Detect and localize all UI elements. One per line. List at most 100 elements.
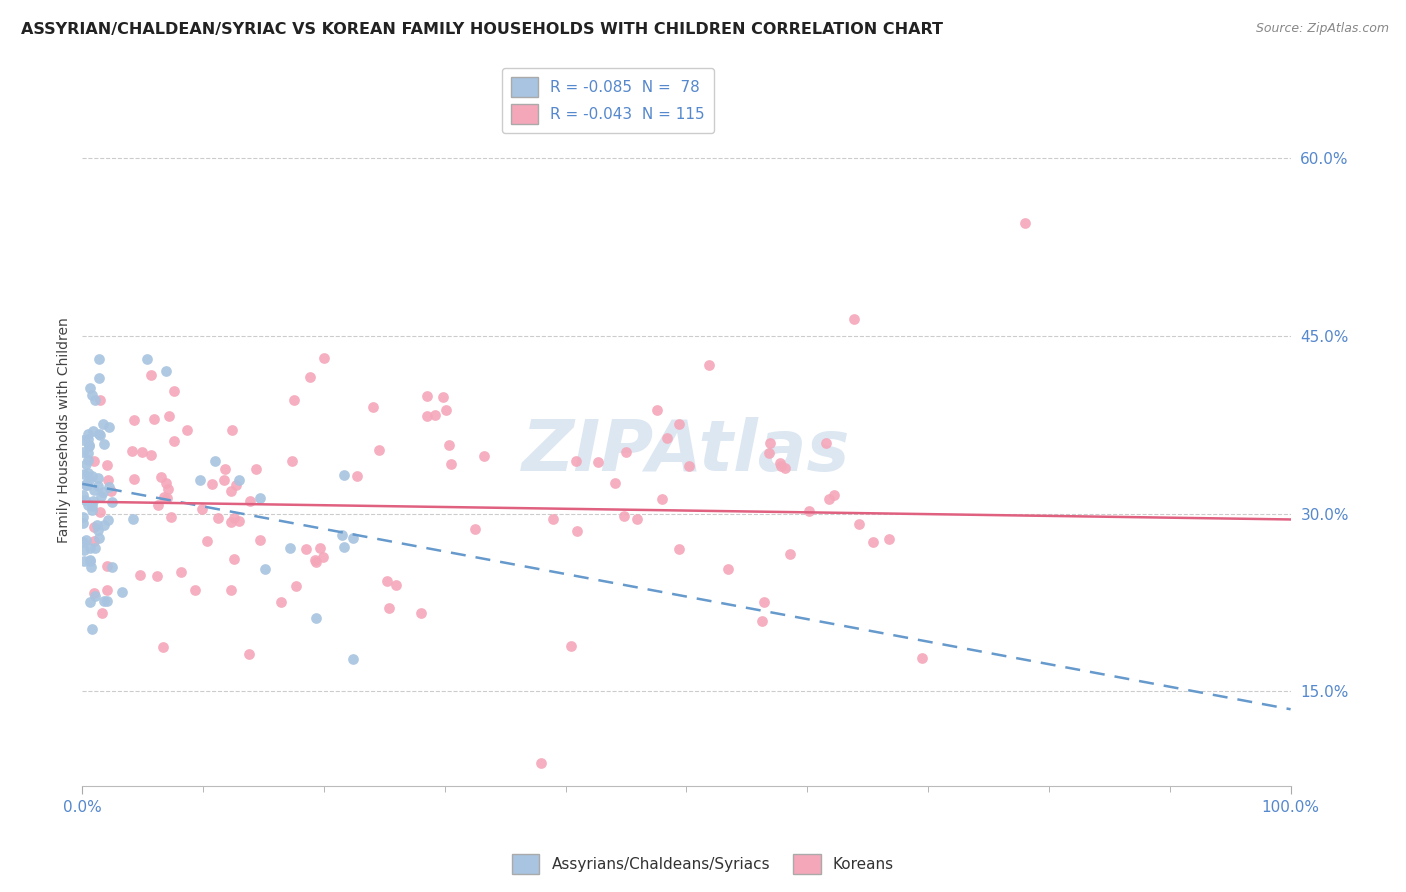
- Point: [156, 491, 179, 505]
- Point: [281, 454, 304, 468]
- Point: [75, 533, 97, 547]
- Point: [82, 493, 104, 508]
- Point: [170, 565, 193, 579]
- Point: [799, 503, 821, 517]
- Point: [73, 554, 96, 568]
- Point: [97, 513, 120, 527]
- Point: [176, 423, 198, 437]
- Point: [249, 533, 271, 547]
- Point: [668, 417, 690, 431]
- Point: [160, 510, 183, 524]
- Point: [86, 471, 108, 485]
- Point: [87, 352, 110, 367]
- Point: [155, 364, 177, 378]
- Point: [76, 466, 98, 480]
- Point: [122, 472, 145, 486]
- Point: [439, 457, 461, 471]
- Point: [139, 448, 162, 462]
- Point: [121, 444, 143, 458]
- Point: [122, 413, 145, 427]
- Point: [96, 559, 118, 574]
- Point: [342, 651, 364, 665]
- Point: [842, 312, 865, 326]
- Point: [224, 552, 246, 566]
- Point: [90, 607, 112, 621]
- Point: [142, 412, 165, 426]
- Point: [368, 442, 391, 457]
- Point: [72, 534, 94, 549]
- Point: [439, 438, 461, 452]
- Point: [83, 454, 105, 468]
- Point: [253, 562, 276, 576]
- Point: [97, 473, 120, 487]
- Point: [79, 541, 101, 555]
- Point: [73, 542, 96, 557]
- Point: [188, 473, 211, 487]
- Point: [613, 508, 636, 523]
- Point: [75, 493, 97, 508]
- Point: [385, 578, 408, 592]
- Point: [82, 424, 104, 438]
- Point: [91, 417, 114, 431]
- Point: [333, 540, 356, 554]
- Point: [91, 484, 114, 499]
- Point: [89, 428, 111, 442]
- Point: [361, 401, 384, 415]
- Point: [98, 420, 121, 434]
- Text: ZIPAtlas: ZIPAtlas: [522, 417, 851, 486]
- Point: [823, 488, 845, 502]
- Point: [565, 454, 588, 468]
- Point: [72, 445, 94, 459]
- Point: [93, 594, 115, 608]
- Point: [333, 468, 356, 483]
- Point: [89, 489, 111, 503]
- Point: [148, 498, 170, 512]
- Point: [79, 381, 101, 395]
- Point: [305, 611, 328, 625]
- Point: [432, 390, 454, 404]
- Point: [83, 533, 105, 548]
- Point: [312, 549, 335, 564]
- Point: [77, 445, 100, 459]
- Point: [96, 582, 118, 597]
- Point: [415, 409, 437, 424]
- Point: [156, 483, 179, 497]
- Point: [76, 478, 98, 492]
- Point: [204, 454, 226, 468]
- Point: [330, 528, 353, 542]
- Point: [377, 601, 399, 615]
- Point: [304, 553, 326, 567]
- Point: [411, 607, 433, 621]
- Point: [79, 595, 101, 609]
- Point: [668, 541, 690, 556]
- Point: [219, 515, 242, 529]
- Point: [758, 446, 780, 460]
- Point: [464, 522, 486, 536]
- Point: [541, 511, 564, 525]
- Point: [75, 458, 97, 472]
- Point: [342, 531, 364, 545]
- Text: Source: ZipAtlas.com: Source: ZipAtlas.com: [1256, 22, 1389, 36]
- Point: [655, 431, 678, 445]
- Point: [769, 456, 792, 470]
- Point: [773, 461, 796, 475]
- Point: [77, 438, 100, 452]
- Point: [270, 595, 292, 609]
- Point: [305, 555, 328, 569]
- Point: [75, 476, 97, 491]
- Point: [82, 622, 104, 636]
- Point: [76, 432, 98, 446]
- Text: ASSYRIAN/CHALDEAN/SYRIAC VS KOREAN FAMILY HOUSEHOLDS WITH CHILDREN CORRELATION C: ASSYRIAN/CHALDEAN/SYRIAC VS KOREAN FAMIL…: [21, 22, 943, 37]
- Point: [72, 509, 94, 524]
- Point: [848, 517, 870, 532]
- Point: [225, 477, 247, 491]
- Point: [298, 370, 321, 384]
- Point: [877, 533, 900, 547]
- Point: [862, 535, 884, 549]
- Point: [284, 578, 307, 592]
- Point: [150, 469, 173, 483]
- Point: [111, 585, 134, 599]
- Point: [73, 467, 96, 481]
- Point: [221, 423, 243, 437]
- Point: [100, 494, 122, 508]
